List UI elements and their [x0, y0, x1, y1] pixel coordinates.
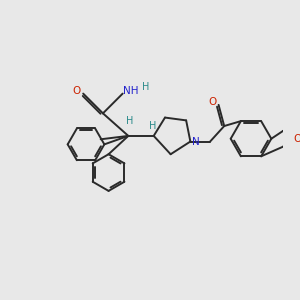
Text: H: H — [142, 82, 149, 92]
Text: O: O — [294, 134, 300, 144]
Text: N: N — [192, 137, 199, 147]
Text: O: O — [73, 86, 81, 96]
Text: NH: NH — [123, 86, 138, 96]
Text: O: O — [208, 97, 217, 107]
Text: H: H — [126, 116, 134, 126]
Text: H: H — [148, 121, 156, 131]
